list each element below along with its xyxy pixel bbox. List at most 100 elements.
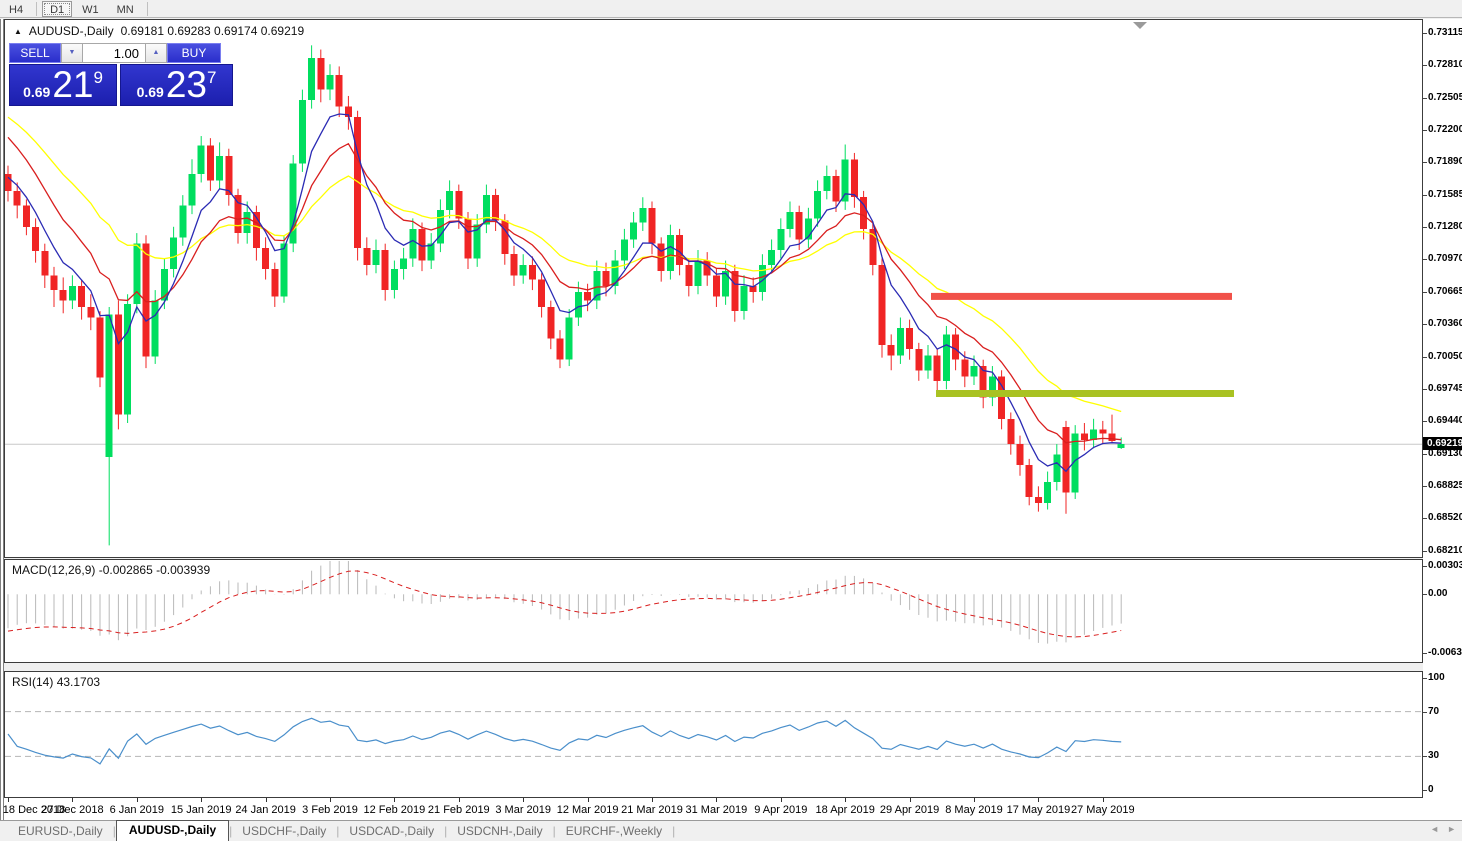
date-label: 24 Jan 2019 — [235, 804, 296, 816]
date-tick — [330, 798, 331, 802]
rsi-scale-label-tick — [1423, 711, 1427, 713]
resistance-line[interactable] — [931, 292, 1232, 300]
tab-scroll-right-icon[interactable]: ► — [1447, 824, 1456, 834]
rsi-label: RSI(14) 43.1703 — [12, 675, 101, 689]
macd-scale-label-tick — [1423, 594, 1427, 596]
date-label: 6 Jan 2019 — [109, 804, 165, 816]
price-axis-label: 0.70970 — [1428, 253, 1462, 265]
price-axis-label: 0.69440 — [1428, 414, 1462, 426]
price-axis-label: 0.72200 — [1428, 123, 1462, 135]
date-axis: 18 Dec 2018 27 Dec 2018 6 Jan 2019 15 Jan 2… — [2, 798, 1423, 820]
price-axis-label-tick — [1423, 162, 1427, 164]
tab-separator: | — [552, 824, 556, 838]
price-axis-label-tick — [1423, 97, 1427, 99]
price-axis-label: 0.68210 — [1428, 544, 1462, 556]
volume-decrease-button[interactable]: ▼ — [61, 43, 83, 63]
date-label: 29 Apr 2019 — [879, 804, 940, 816]
price-axis-label: 0.70050 — [1428, 350, 1462, 362]
timeframe-button-mn[interactable]: MN — [116, 3, 134, 16]
date-tick — [201, 798, 203, 802]
date-tick — [8, 798, 9, 802]
support-line[interactable] — [936, 390, 1234, 397]
ma-fast-line — [7, 113, 1122, 473]
buy-price-pips: 23 — [165, 64, 207, 105]
date-label: 15 Jan 2019 — [170, 804, 232, 816]
timeframe-button-w1[interactable]: W1 — [82, 3, 99, 16]
tab-separator: | — [672, 824, 676, 838]
price-axis-label: 0.70360 — [1428, 317, 1462, 329]
tab-separator: | — [444, 824, 448, 838]
rsi-canvas[interactable] — [5, 672, 1422, 797]
chart-title: ▲ AUDUSD-,Daily 0.69181 0.69283 0.69174 … — [14, 24, 304, 38]
sell-price-point: 9 — [93, 68, 103, 87]
ma-slow-line — [7, 116, 1122, 413]
volume-input[interactable] — [83, 43, 145, 63]
price-chart-canvas[interactable] — [5, 20, 1422, 557]
date-tick — [72, 798, 74, 802]
price-axis-label-tick — [1423, 388, 1427, 390]
timeframe-toolbar: H4 D1 W1 MN — [0, 0, 1462, 18]
timeframe-button-h4[interactable]: H4 — [9, 3, 24, 16]
date-tick — [974, 798, 975, 802]
price-axis-label-tick — [1423, 485, 1427, 487]
date-label: 18 Dec 2018 — [2, 804, 66, 816]
tab-separator: | — [336, 824, 340, 838]
price-axis-label-tick — [1423, 356, 1427, 358]
macd-canvas[interactable] — [5, 560, 1422, 662]
macd-scale-label-tick — [1423, 653, 1427, 655]
timeframe-button-d1[interactable]: D1 — [42, 0, 73, 17]
price-axis-label-tick — [1423, 226, 1427, 228]
price-axis-label-tick — [1423, 129, 1427, 131]
collapse-pane-icon[interactable]: ▲ — [14, 26, 22, 36]
price-axis-label: 0.68825 — [1428, 479, 1462, 491]
tab-usdcnh[interactable]: USDCNH-,Daily — [457, 824, 543, 838]
date-tick — [1102, 798, 1104, 802]
bid-price-badge: 0.69219 — [1423, 437, 1462, 451]
price-axis-label: 0.71585 — [1428, 188, 1462, 200]
date-tick — [1038, 798, 1040, 802]
tab-separator: | — [112, 824, 116, 838]
price-axis-label-tick — [1423, 33, 1427, 35]
tab-eurusd[interactable]: EURUSD-,Daily — [18, 824, 103, 838]
date-tick — [780, 798, 782, 802]
buy-price-base: 0.69 — [136, 84, 164, 100]
price-axis-label: 0.68520 — [1428, 511, 1462, 523]
tab-eurchf[interactable]: EURCHF-,Weekly — [565, 824, 663, 838]
tab-usdchf[interactable]: USDCHF-,Daily — [242, 824, 327, 838]
macd-signal-line — [7, 570, 1122, 638]
chart-shift-icon[interactable] — [1133, 22, 1147, 29]
price-axis-label: 0.73115 — [1428, 27, 1462, 39]
price-axis-label: 0.70665 — [1428, 285, 1462, 297]
volume-increase-button[interactable]: ▲ — [145, 43, 167, 63]
price-axis-label-tick — [1423, 194, 1427, 196]
macd-indicator-pane[interactable]: MACD(12,26,9) -0.002865 -0.003939 — [4, 559, 1423, 663]
sell-price-button[interactable]: 0.69 21 9 — [9, 64, 117, 106]
chart-symbol-label: AUDUSD-,Daily — [28, 24, 114, 38]
price-axis-label: 0.72505 — [1428, 91, 1462, 103]
rsi-scale-label-tick — [1423, 678, 1427, 679]
price-axis-label-tick — [1423, 259, 1427, 261]
one-click-trade-panel: SELL ▼ ▲ BUY 0.69 21 9 0.69 23 7 — [9, 43, 237, 106]
date-tick — [458, 798, 460, 802]
tab-audusd[interactable]: AUDUSD-,Daily — [115, 819, 230, 841]
sell-button[interactable]: SELL — [9, 43, 61, 63]
tab-scroll-left-icon[interactable]: ◄ — [1430, 824, 1440, 834]
rsi-indicator-pane[interactable]: RSI(14) 43.1703 — [4, 671, 1423, 798]
price-axis-label: 0.69745 — [1428, 382, 1462, 394]
price-axis-label-tick — [1423, 291, 1427, 293]
macd-scale-label: 0.003035 — [1428, 559, 1462, 571]
buy-button[interactable]: BUY — [167, 43, 221, 63]
buy-price-point: 7 — [206, 68, 217, 87]
price-axis-label: 0.71280 — [1428, 220, 1462, 232]
rsi-scale-label-tick — [1423, 756, 1427, 758]
price-axis-label: 0.72810 — [1428, 59, 1462, 71]
date-label: 3 Mar 2019 — [495, 804, 552, 816]
tab-usdcad[interactable]: USDCAD-,Daily — [349, 824, 435, 838]
buy-price-button[interactable]: 0.69 23 7 — [120, 64, 233, 106]
date-label: 17 May 2019 — [1006, 804, 1071, 816]
main-chart-pane[interactable]: ▲ AUDUSD-,Daily 0.69181 0.69283 0.69174 … — [4, 19, 1423, 558]
rsi-scale-label: 0 — [1428, 784, 1434, 795]
toolbar-separator — [146, 1, 148, 16]
date-tick — [136, 798, 138, 802]
